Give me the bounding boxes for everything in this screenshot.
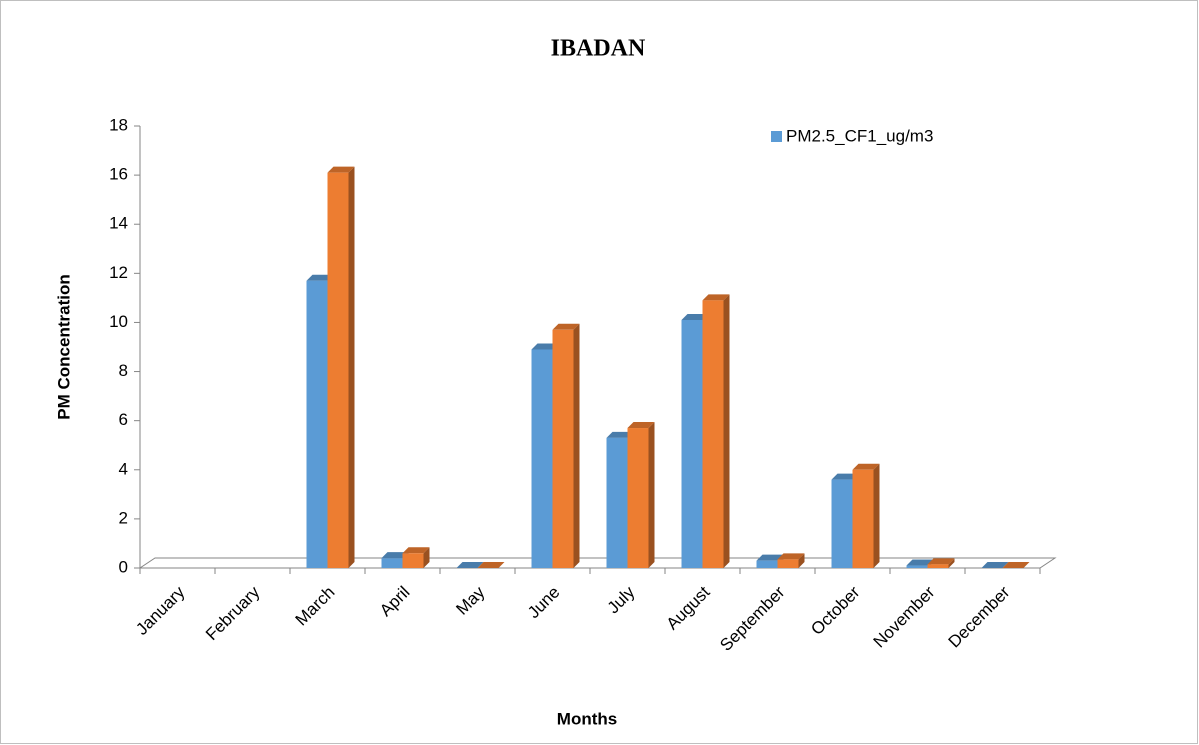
- bar-top: [606, 431, 634, 438]
- y-axis-title: PM Concentration: [54, 274, 73, 419]
- bar-top: [702, 294, 730, 301]
- y-tick-label: 6: [119, 410, 128, 429]
- bar: [852, 469, 874, 568]
- bar-side: [423, 547, 430, 568]
- bar: [756, 560, 778, 568]
- bar-top: [552, 323, 580, 330]
- bar-top: [402, 547, 430, 554]
- bar-side: [573, 323, 580, 568]
- x-axis-title: Months: [557, 709, 617, 728]
- bar-top: [456, 562, 484, 568]
- bar-side: [723, 294, 730, 568]
- y-tick-label: 4: [119, 459, 128, 478]
- bar-top: [327, 166, 355, 173]
- bar-top: [906, 559, 934, 566]
- y-tick-label: 18: [109, 115, 128, 134]
- bar-top: [477, 562, 505, 568]
- bar: [606, 437, 628, 568]
- bar-top: [1002, 562, 1030, 568]
- legend-swatch: [771, 131, 782, 142]
- bar-top: [981, 562, 1009, 568]
- bar-side: [648, 422, 655, 568]
- bar: [306, 280, 328, 568]
- bar-top: [927, 558, 955, 565]
- y-tick-label: 14: [109, 214, 128, 233]
- y-tick-label: 10: [109, 312, 128, 331]
- bar: [777, 559, 799, 568]
- y-tick-label: 8: [119, 361, 128, 380]
- bar-top: [852, 463, 880, 470]
- bar-top: [831, 473, 859, 480]
- bar-side: [798, 553, 805, 568]
- bar: [381, 558, 403, 568]
- bar: [702, 300, 724, 568]
- bar: [927, 564, 949, 568]
- bar-side: [348, 166, 355, 568]
- y-tick-label: 2: [119, 508, 128, 527]
- bar: [681, 319, 703, 568]
- y-tick-label: 12: [109, 263, 128, 282]
- y-tick-label: 0: [119, 557, 128, 576]
- bar-top: [777, 553, 805, 560]
- bar-top: [531, 343, 559, 350]
- bar: [402, 553, 424, 568]
- bar-top: [756, 554, 784, 561]
- bar-top: [306, 274, 334, 281]
- bar: [327, 172, 349, 568]
- bar-side: [948, 558, 955, 568]
- legend-label: PM2.5_CF1_ug/m3: [786, 126, 933, 145]
- bar: [831, 479, 853, 568]
- chart-title: IBADAN: [551, 36, 646, 62]
- bar-top: [681, 313, 709, 320]
- bar-top: [627, 422, 655, 429]
- bar: [906, 565, 928, 568]
- bar-top: [381, 552, 409, 559]
- bar-side: [873, 463, 880, 568]
- bar: [531, 349, 553, 568]
- bar: [627, 428, 649, 568]
- bar: [552, 329, 574, 568]
- y-tick-label: 16: [109, 165, 128, 184]
